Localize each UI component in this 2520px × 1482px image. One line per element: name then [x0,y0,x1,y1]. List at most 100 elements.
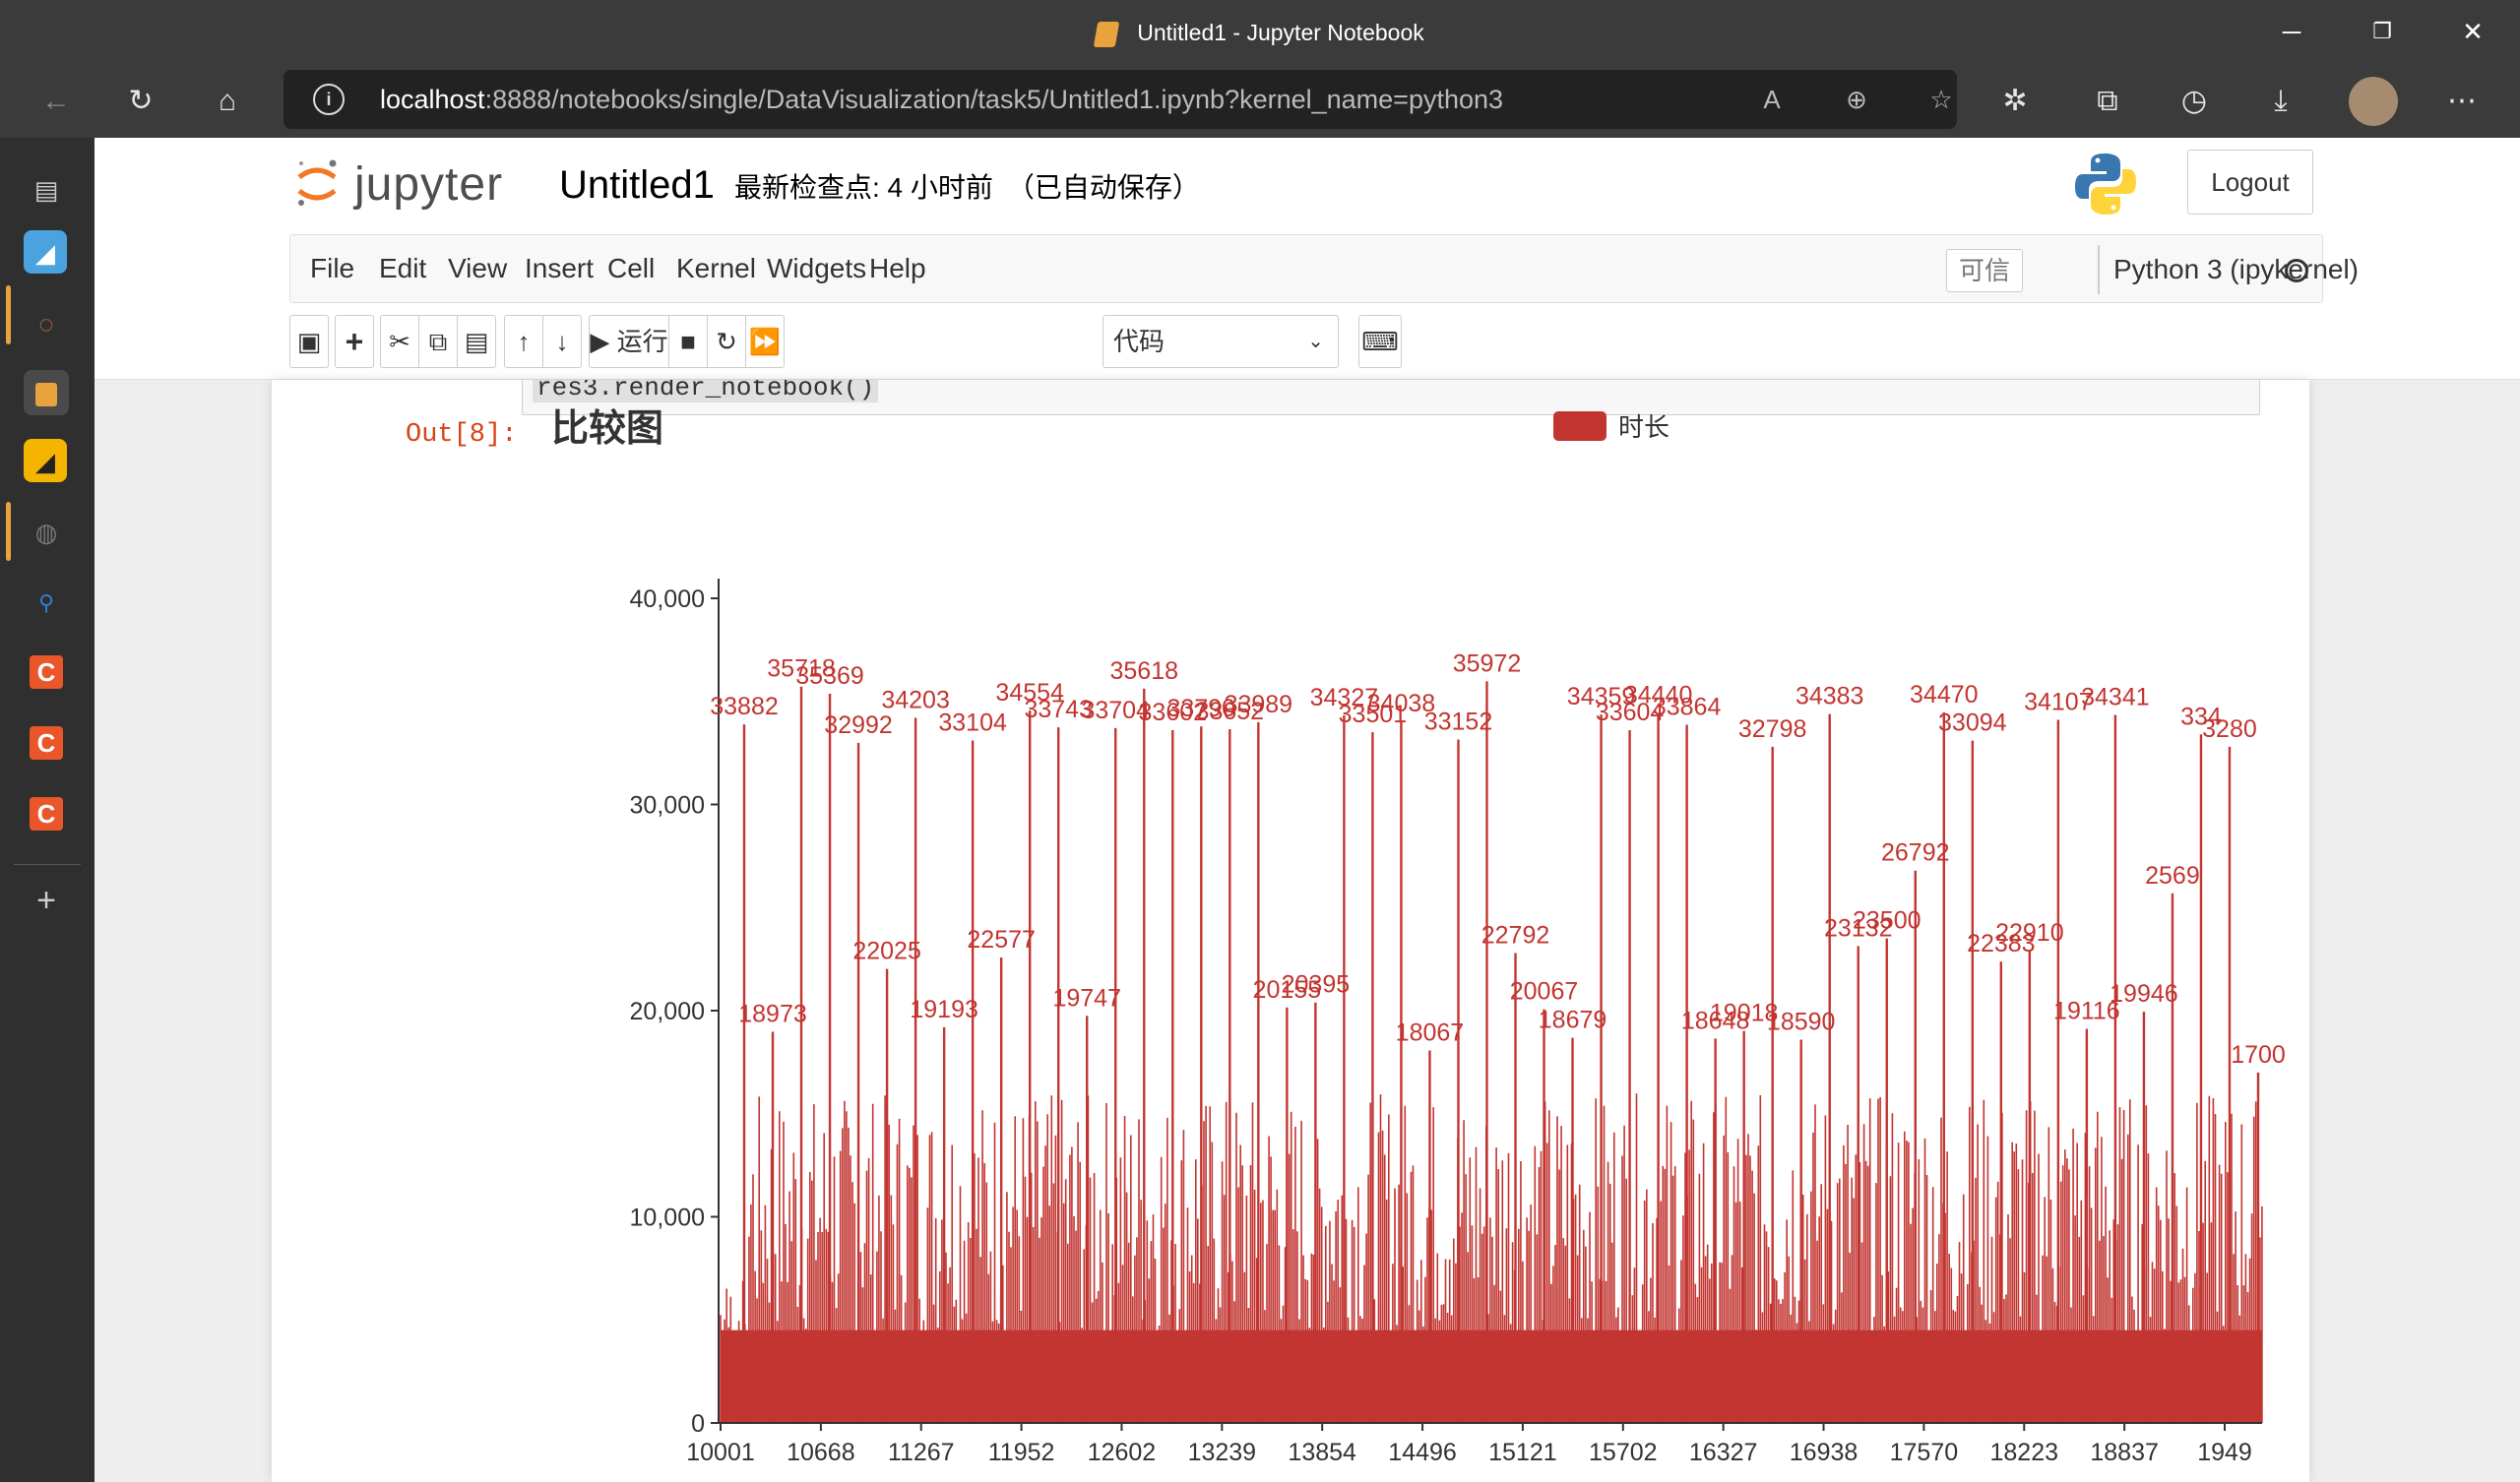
tab-group-marker [6,502,11,561]
menu-widgets[interactable]: Widgets [767,253,867,283]
globe-icon[interactable]: ◍ [34,518,58,547]
menu-bar: File Edit View Insert Cell Kernel Widget… [289,234,2359,303]
vertical-tab-4-icon[interactable]: ◢ [24,439,67,482]
active-group-marker [6,285,11,344]
extensions-icon[interactable]: ✲ [2002,85,2028,117]
save-button[interactable]: ▣ [289,315,329,368]
collections-icon[interactable]: ⧉ [2097,85,2118,117]
home-icon[interactable]: ⌂ [218,85,237,117]
legend-swatch[interactable] [1553,411,1606,441]
zoom-icon[interactable]: ⊕ [1846,85,1867,114]
window-title: Untitled1 - Jupyter Notebook [0,0,2520,65]
menu-view[interactable]: View [448,253,508,283]
data-label: 22910 [1995,919,2064,947]
data-label: 33652 [1196,698,1265,725]
minimize-button[interactable]: ─ [2282,17,2301,46]
tab-actions-icon[interactable]: ▤ [33,175,59,205]
copy-button[interactable]: ⧉ [418,315,458,368]
y-tick-label: 30,000 [630,792,705,820]
data-label: 18973 [738,1001,807,1028]
vertical-tab-1-icon[interactable]: ◢ [24,230,67,274]
notebook-title[interactable]: Untitled1 [559,163,715,207]
address-bar[interactable]: i localhost:8888/notebooks/single/DataVi… [284,70,1957,129]
jupyter-tab-icon[interactable]: ◌ [38,309,54,339]
x-tick-label: 16327 [1689,1439,1758,1466]
logout-button[interactable]: Logout [2187,150,2313,215]
menu-cell[interactable]: Cell [607,253,656,283]
x-tick-label: 1949 [2197,1439,2252,1466]
data-label: 34341 [2081,684,2150,711]
menu-insert[interactable]: Insert [525,253,595,283]
restore-button[interactable]: ❐ [2372,19,2392,43]
legend-label[interactable]: 时长 [1618,413,1670,443]
browser-toolbar: ← ↻ ⌂ i localhost:8888/notebooks/single/… [0,65,2520,138]
data-label: 34038 [1367,690,1436,717]
insert-cell-button[interactable]: + [335,315,374,368]
csdn-tab-3-icon[interactable]: C [30,797,63,831]
data-label: 33602 [1139,699,1208,726]
x-tick-label: 15121 [1488,1439,1557,1466]
run-button[interactable]: ▶ 运行 [589,315,669,368]
data-label: 33864 [1653,694,1722,721]
trusted-indicator[interactable]: 可信 [1946,249,2023,292]
url-text[interactable]: localhost:8888/notebooks/single/DataVisu… [380,85,1504,114]
data-label: 33882 [710,693,779,720]
profile-avatar[interactable] [2349,77,2398,126]
menu-edit[interactable]: Edit [379,253,427,283]
csdn-tab-2-icon[interactable]: C [30,726,63,760]
site-info-icon[interactable]: i [313,84,345,115]
notebook-tab-icon-active[interactable] [24,370,69,415]
new-tab-icon[interactable]: + [36,882,56,919]
jupyter-header: jupyter Untitled1 最新检查点: 4 小时前 （已自动保存） L… [94,138,2520,380]
close-button[interactable]: ✕ [2462,17,2484,46]
csdn-tab-1-icon[interactable]: C [30,655,63,689]
data-label: 34470 [1910,681,1979,709]
move-up-button[interactable]: ↑ [504,315,543,368]
back-icon[interactable]: ← [41,85,71,117]
x-tick-label: 17570 [1890,1439,1959,1466]
command-palette-button[interactable]: ⌨ [1358,315,1402,368]
python-logo-icon [2075,154,2136,215]
history-icon[interactable]: ◷ [2180,85,2208,117]
bar-series [720,681,2263,1423]
favorite-icon[interactable]: ☆ [1929,85,1953,114]
data-label: 33743 [1024,696,1093,723]
data-label: 23500 [1853,907,1922,935]
x-tick-label: 10668 [787,1439,855,1466]
x-tick-label: 13854 [1288,1439,1356,1466]
data-label: 34203 [881,686,950,713]
more-icon[interactable]: ⋯ [2447,85,2477,117]
data-label: 33501 [1339,701,1408,728]
move-down-button[interactable]: ↓ [542,315,582,368]
data-label: 33989 [1225,691,1293,718]
x-tick-label: 16938 [1790,1439,1858,1466]
data-label: 34383 [1796,683,1864,710]
data-label: 19747 [1052,984,1121,1012]
kernel-idle-icon [2285,259,2308,282]
jupyter-page: jupyter Untitled1 最新检查点: 4 小时前 （已自动保存） L… [94,138,2520,1482]
refresh-icon[interactable]: ↻ [128,85,154,117]
data-label: 22383 [1967,930,2036,957]
code-cell[interactable]: res3.render_notebook() [522,380,2260,415]
x-tick-label: 11267 [888,1439,955,1466]
restart-button[interactable]: ↻ [707,315,746,368]
cell-type-select[interactable]: 代码 ⌄ [1102,315,1339,368]
interrupt-button[interactable]: ■ [668,315,708,368]
menu-kernel[interactable]: Kernel [676,253,756,283]
output-prompt: Out[8]: [406,420,518,450]
x-tick-label: 18223 [1990,1439,2059,1466]
data-label: 18590 [1767,1009,1836,1036]
x-tick-label: 14496 [1388,1439,1457,1466]
paste-button[interactable]: ▤ [457,315,496,368]
kernel-name[interactable]: Python 3 (ipykernel) [2098,245,2359,294]
download-icon[interactable]: ⤓ [2274,85,2288,117]
search-icon[interactable]: ⚲ [37,590,55,615]
read-aloud-icon[interactable]: A [1763,85,1781,114]
data-label: 34554 [995,679,1064,707]
restart-run-all-button[interactable]: ⏩ [745,315,785,368]
menu-file[interactable]: File [310,253,355,283]
data-label: 20155 [1253,976,1322,1004]
data-label: 334 [2180,703,2222,730]
menu-help[interactable]: Help [869,253,926,283]
cut-button[interactable]: ✂ [380,315,419,368]
